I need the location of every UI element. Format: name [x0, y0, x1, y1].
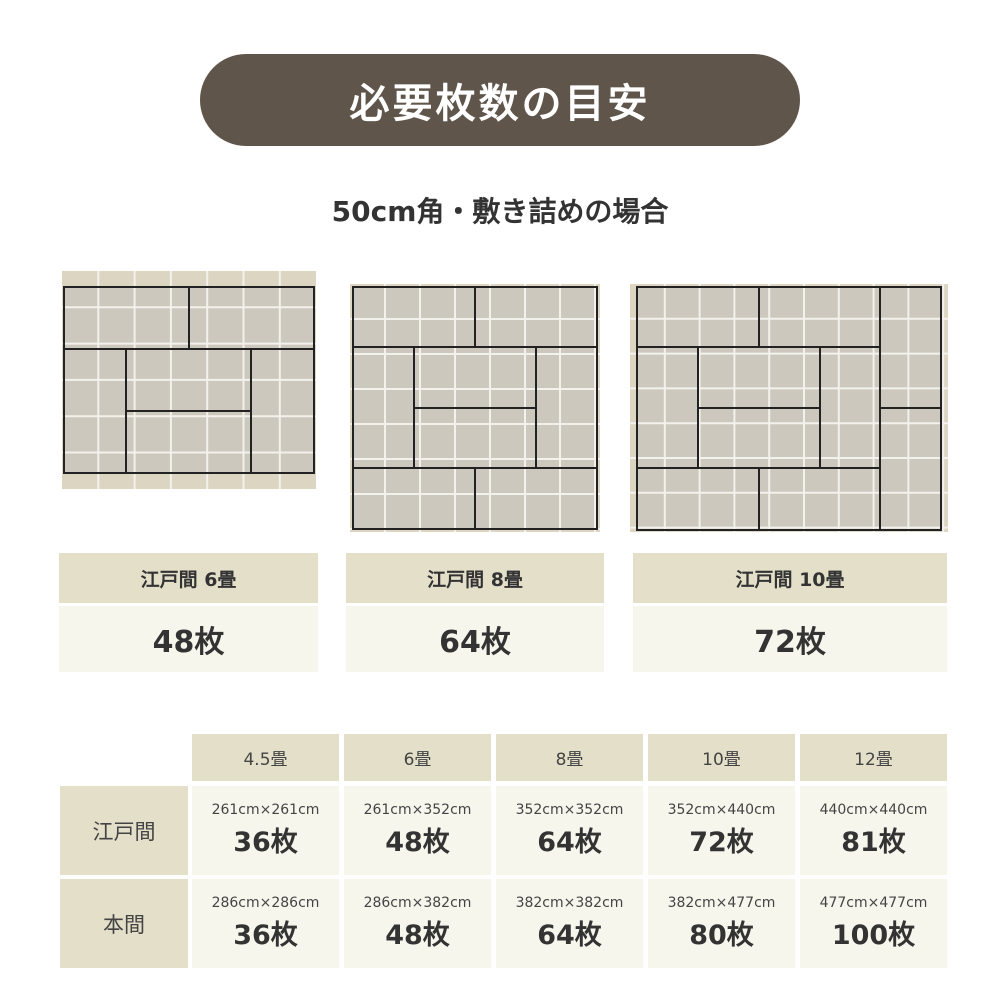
card-label: 江戸間 6畳	[59, 553, 318, 603]
tile-count: 48枚	[385, 827, 450, 858]
card-count: 64枚	[346, 606, 604, 672]
table-cell: 352cm×352cm 64枚	[496, 786, 643, 875]
column-header: 12畳	[800, 734, 947, 781]
table-cell: 261cm×261cm 36枚	[192, 786, 339, 875]
card-label: 江戸間 8畳	[346, 553, 604, 603]
table-cell: 286cm×382cm 48枚	[344, 879, 491, 968]
diagram-edo-8	[350, 284, 600, 532]
diagram-edo-10	[630, 284, 948, 532]
dimensions: 382cm×382cm	[515, 895, 624, 911]
diagram-edo-6	[62, 271, 316, 489]
card-count: 48枚	[59, 606, 318, 672]
tile-count: 100枚	[831, 920, 916, 951]
tile-count: 80枚	[689, 920, 754, 951]
column-header: 8畳	[496, 734, 643, 781]
tile-count: 48枚	[385, 920, 450, 951]
column-header: 6畳	[344, 734, 491, 781]
table-cell: 477cm×477cm 100枚	[800, 879, 947, 968]
dimensions: 382cm×477cm	[667, 895, 776, 911]
tile-count: 81枚	[841, 827, 906, 858]
tile-count: 64枚	[537, 827, 602, 858]
card-label: 江戸間 10畳	[633, 553, 947, 603]
dimensions: 286cm×382cm	[363, 895, 472, 911]
column-header: 4.5畳	[192, 734, 339, 781]
table-cell: 440cm×440cm 81枚	[800, 786, 947, 875]
dimensions: 286cm×286cm	[211, 895, 320, 911]
subtitle: 50cm角・敷き詰めの場合	[331, 195, 669, 228]
dimensions: 440cm×440cm	[819, 802, 928, 818]
tatami-mat	[758, 467, 881, 531]
tile-count: 72枚	[689, 827, 754, 858]
table-cell: 382cm×477cm 80枚	[648, 879, 795, 968]
row-header: 江戸間	[60, 786, 188, 875]
tatami-mat	[474, 467, 598, 530]
dimensions: 352cm×352cm	[515, 802, 624, 818]
column-header: 10畳	[648, 734, 795, 781]
dimensions: 477cm×477cm	[819, 895, 928, 911]
tile-count: 36枚	[233, 920, 298, 951]
row-header: 本間	[60, 879, 188, 968]
layout-diagrams	[62, 271, 948, 532]
table-cell: 261cm×352cm 48枚	[344, 786, 491, 875]
tatami-mat	[250, 348, 315, 474]
card-count: 72枚	[633, 606, 947, 672]
title-banner: 必要枚数の目安	[200, 54, 800, 146]
tile-count: 64枚	[537, 920, 602, 951]
dimensions: 261cm×261cm	[211, 802, 320, 818]
table-cell: 286cm×286cm 36枚	[192, 879, 339, 968]
tile-count: 36枚	[233, 827, 298, 858]
table-cell: 382cm×382cm 64枚	[496, 879, 643, 968]
dimensions: 352cm×440cm	[667, 802, 776, 818]
dimensions: 261cm×352cm	[363, 802, 472, 818]
table-cell: 352cm×440cm 72枚	[648, 786, 795, 875]
